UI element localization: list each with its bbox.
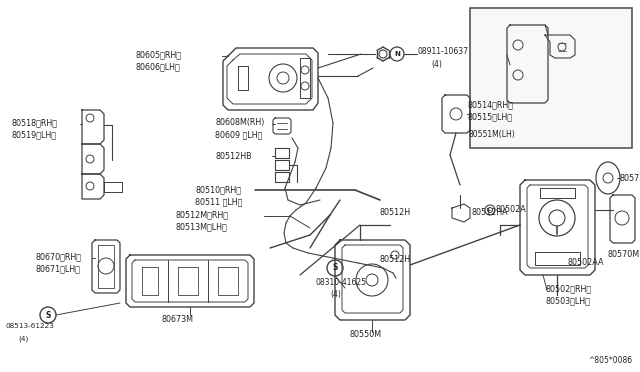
Text: 80609 〈LH〉: 80609 〈LH〉 (215, 130, 262, 139)
Text: 08911-10637: 08911-10637 (418, 47, 469, 56)
Text: 80512H: 80512H (380, 255, 411, 264)
Text: 80605〈RH〉: 80605〈RH〉 (135, 50, 181, 59)
Text: 80551M(LH): 80551M(LH) (468, 130, 515, 139)
Text: 80512HB: 80512HB (215, 152, 252, 161)
Text: 08310-41625: 08310-41625 (315, 278, 366, 287)
Text: 80512HA: 80512HA (472, 208, 509, 217)
Text: 80606〈LH〉: 80606〈LH〉 (135, 62, 180, 71)
Text: (4): (4) (431, 60, 442, 69)
Text: 80502AA: 80502AA (567, 258, 604, 267)
Text: 80512M〈RH〉: 80512M〈RH〉 (175, 210, 228, 219)
Text: (4): (4) (330, 290, 341, 299)
Text: 80550M: 80550M (350, 330, 382, 339)
Text: S: S (45, 311, 51, 320)
Text: ^805*0086: ^805*0086 (588, 356, 632, 365)
Text: (4): (4) (18, 335, 28, 341)
Text: 80511 〈LH〉: 80511 〈LH〉 (195, 197, 243, 206)
Text: 08513-61223: 08513-61223 (5, 323, 54, 329)
Text: 80510〈RH〉: 80510〈RH〉 (195, 185, 241, 194)
Text: 80502〈RH〉: 80502〈RH〉 (545, 284, 591, 293)
Text: N: N (394, 51, 400, 57)
Text: 80575: 80575 (620, 174, 640, 183)
Text: 80503〈LH〉: 80503〈LH〉 (545, 296, 590, 305)
Text: 80512H: 80512H (380, 208, 411, 217)
Text: 80514〈RH〉: 80514〈RH〉 (467, 100, 513, 109)
Text: 80519〈LH〉: 80519〈LH〉 (12, 130, 57, 139)
Text: 80608M(RH): 80608M(RH) (215, 118, 264, 127)
Text: 80671〈LH〉: 80671〈LH〉 (35, 264, 80, 273)
Text: 80513M〈LH〉: 80513M〈LH〉 (175, 222, 227, 231)
Text: S: S (332, 263, 338, 273)
Bar (470, 8, 632, 148)
Text: 80518〈RH〉: 80518〈RH〉 (12, 118, 58, 127)
Text: 80570M: 80570M (607, 250, 639, 259)
Text: 80502A: 80502A (496, 205, 527, 214)
Text: 80670〈RH〉: 80670〈RH〉 (35, 252, 81, 261)
Text: 80673M: 80673M (162, 315, 194, 324)
Text: 80515〈LH〉: 80515〈LH〉 (467, 112, 512, 121)
